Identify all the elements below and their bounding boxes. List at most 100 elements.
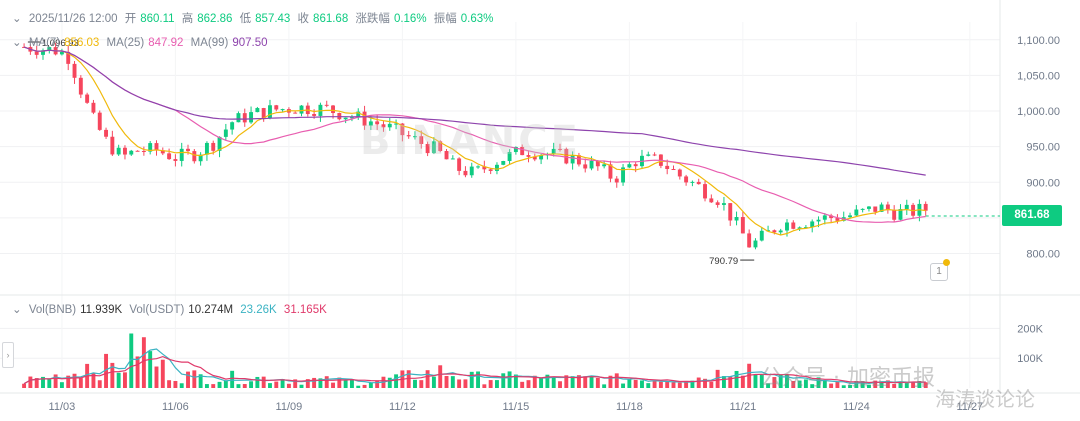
candle-body: [646, 154, 651, 156]
volume-bar: [211, 384, 216, 388]
candle-body: [47, 47, 52, 51]
chevron-down-icon[interactable]: ⌄: [12, 304, 22, 316]
volume-bar: [274, 381, 279, 388]
volume-bar: [791, 381, 796, 388]
alert-icon[interactable]: 1: [930, 263, 948, 281]
volume-bar: [898, 382, 903, 388]
volume-bar: [885, 380, 890, 388]
candle-body: [576, 155, 581, 165]
volume-bar: [438, 365, 443, 388]
candle-body: [268, 105, 272, 119]
candle-body: [274, 105, 279, 110]
candle-body: [551, 148, 556, 155]
candle-body: [488, 169, 493, 171]
candle-body: [293, 112, 298, 114]
candle-body: [375, 121, 380, 125]
candle-body: [255, 108, 260, 113]
volume-bars: [22, 333, 928, 388]
candle-body: [186, 148, 190, 152]
volume-bar: [684, 382, 689, 388]
volume-bar: [766, 383, 771, 388]
candle-body: [312, 114, 317, 116]
price-tick-label: 950.00: [1026, 142, 1060, 154]
annotations: 1,096.93 790.79: [27, 38, 1000, 267]
volume-bar: [520, 381, 525, 388]
volume-bar: [186, 371, 190, 388]
volume-bar: [148, 351, 153, 388]
collapse-handle[interactable]: ›: [2, 342, 14, 368]
volume-bar: [179, 383, 184, 388]
candle-body: [879, 204, 884, 212]
volume-bar: [892, 383, 897, 388]
candle-body: [734, 217, 739, 221]
candle-body: [709, 198, 714, 203]
volume-bar: [816, 377, 821, 388]
candle-body: [583, 164, 588, 169]
candle-body: [728, 203, 733, 221]
volume-bar: [539, 377, 544, 388]
volume-bar: [595, 377, 600, 388]
chevron-down-icon[interactable]: ⌄: [12, 37, 22, 49]
candle-body: [602, 164, 607, 167]
candle-body: [59, 51, 64, 55]
volume-bar: [337, 377, 342, 388]
volume-bar: [312, 377, 317, 388]
volume-bar: [192, 370, 197, 388]
candle-body: [431, 141, 436, 154]
candle-body: [324, 104, 329, 106]
volume-bar: [677, 382, 682, 388]
volume-bar: [116, 372, 121, 388]
candle-body: [343, 117, 348, 120]
volume-bar: [268, 383, 272, 388]
candle-body: [457, 158, 462, 171]
candle-body: [72, 63, 77, 78]
volume-bar: [362, 384, 367, 388]
volume-bar: [457, 379, 462, 388]
candle-body: [627, 164, 632, 168]
candle-body: [721, 203, 726, 205]
candle-body: [860, 208, 865, 210]
candle-body: [892, 210, 897, 220]
volume-bar: [841, 385, 846, 388]
ma99-line: [23, 46, 926, 176]
candle-body: [759, 230, 764, 241]
candle-body: [690, 181, 695, 183]
candle-body: [526, 155, 531, 157]
volume-bar: [59, 382, 64, 388]
volume-bar: [879, 381, 884, 388]
candle-body: [822, 215, 827, 220]
candle-body: [621, 167, 626, 183]
ohlc-legend: ⌄ 2025/11/26 12:00 开 860.11 高 862.86 低 857.…: [12, 13, 494, 25]
volume-bar: [835, 381, 840, 388]
volume-bar: [53, 374, 58, 388]
chevron-down-icon[interactable]: ⌄: [12, 13, 22, 25]
candle-body: [419, 136, 424, 144]
volume-bar: [34, 378, 39, 388]
volume-bar: [406, 370, 411, 388]
axes: 800.00850.00900.00950.001,000.001,050.00…: [49, 35, 1060, 413]
candle-body: [532, 156, 537, 160]
volume-bar: [41, 376, 45, 388]
candle-body: [898, 209, 903, 220]
candle-body: [696, 181, 701, 185]
candle-body: [331, 105, 335, 114]
volume-bar: [463, 379, 468, 388]
candle-body: [362, 111, 367, 126]
candle-body: [633, 164, 638, 167]
candle-body: [110, 136, 115, 155]
volume-bar: [230, 370, 235, 388]
volume-bar: [293, 379, 298, 388]
volume-bar: [747, 363, 752, 388]
candle-body: [198, 154, 203, 162]
volume-bar: [249, 381, 254, 388]
candle-body: [589, 160, 594, 169]
volume-bar: [198, 374, 203, 388]
volume-bar: [633, 379, 638, 388]
volume-bar: [753, 374, 758, 388]
candle-body: [368, 121, 373, 126]
volume-legend: ⌄ Vol(BNB) 11.939K Vol(USDT) 10.274M 23.26…: [12, 304, 327, 316]
volume-bar: [154, 366, 159, 388]
volume-bar: [829, 383, 834, 388]
time-tick-label: 11/03: [49, 401, 76, 413]
